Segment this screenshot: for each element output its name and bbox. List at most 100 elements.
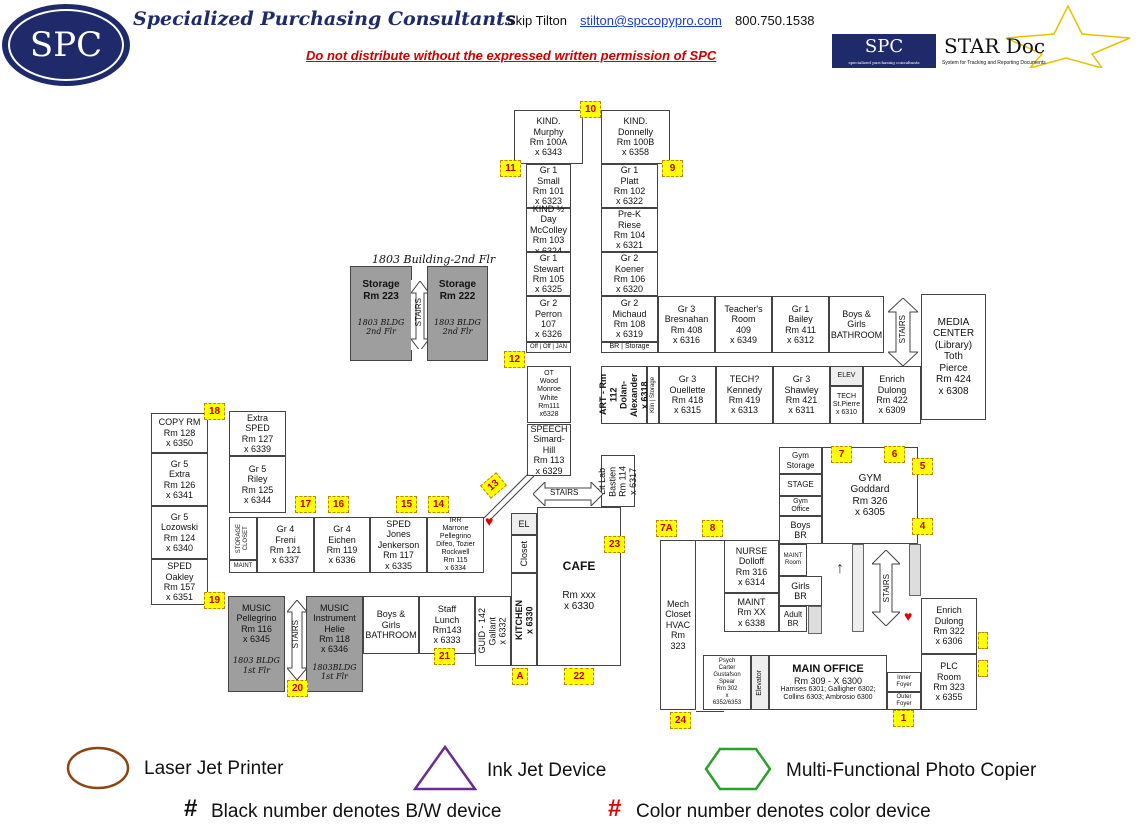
device-tag-1[interactable]: 1	[893, 710, 914, 727]
room-418: Gr 3 Ouellette Rm 418 x 6315	[659, 366, 716, 424]
device-tag-edge-2[interactable]	[978, 660, 988, 677]
legend-inkjet-label: Ink Jet Device	[487, 760, 607, 781]
room-316-nurse: NURSE Dolloff Rm 316 x 6314	[724, 540, 779, 593]
gym-office: Gym Office	[779, 496, 822, 516]
room-323-plc: PLC Room Rm 323 x 6355	[921, 654, 977, 710]
device-tag-10[interactable]: 10	[580, 101, 601, 118]
tech-stpierre: TECH St.Pierre x 6310	[830, 386, 863, 424]
room-115-irr: IRR Marrone Pellegrino Difeo, Tozier Roc…	[427, 517, 484, 573]
stairs-arrow-icon	[411, 281, 429, 349]
gym-326: GYM Goddard Rm 326 x 6305	[822, 447, 918, 544]
room-105: Gr 1 Stewart Rm 105 x 6325	[526, 252, 571, 296]
kiln-storage: Kiln | Storage	[647, 366, 659, 424]
narrow-block-1	[808, 606, 822, 634]
device-tag-5[interactable]: 5	[912, 458, 933, 475]
stairs-label: STAIRS	[414, 298, 423, 327]
inkjet-legend-icon	[412, 744, 478, 791]
girls-br: Girls BR	[779, 576, 822, 606]
device-tag-14[interactable]: 14	[428, 496, 449, 513]
room-322: Enrich Dulong Rm 322 x 6306	[921, 598, 977, 654]
room-114-litlab: Lit Lab Bastien Rm 114 x 6317	[597, 455, 638, 507]
device-tag-18[interactable]: 18	[204, 403, 225, 420]
room-111-ot: OT Wood Monroe White Rm111 x6328	[527, 366, 571, 423]
device-tag-9[interactable]: 9	[662, 160, 683, 177]
outer-foyer: Outer Foyer	[887, 692, 921, 710]
star-doc-logo: SPC specialized purchasing consultants S…	[830, 4, 1138, 68]
room-409: Teacher's Room 409 x 6349	[715, 296, 772, 353]
stairs-arrow-icon	[888, 298, 918, 366]
color-symbol: #	[608, 795, 622, 822]
stairs-1803-2nd	[411, 280, 429, 350]
star-outline-icon	[1005, 4, 1131, 68]
stairs-media	[884, 296, 922, 368]
device-tag-17[interactable]: 17	[295, 496, 316, 513]
room-maint-xx: MAINT Rm XX x 6338	[724, 593, 779, 632]
room-408: Gr 3 Bresnahan Rm 408 x 6316	[658, 296, 715, 353]
room-103: KIND ½ Day McColley Rm 103 x 6324	[526, 204, 571, 256]
narrow-block-3	[909, 544, 921, 596]
media-center: MEDIA CENTER (Library) Toth Pierce Rm 42…	[921, 294, 986, 420]
narrow-block-2	[852, 544, 864, 632]
room-112-art: ART - Rm 112 Dolan-Alexander x 6318	[598, 366, 650, 424]
contact-name: Skip Tilton	[507, 13, 567, 28]
room-107: Gr 2 Perron 107 x 6326	[526, 296, 571, 342]
boys-br-gym: Boys BR	[779, 516, 822, 544]
kitchen: KITCHEN x 6330	[511, 573, 537, 666]
stairs-label: STAIRS	[882, 574, 891, 603]
device-tag-11[interactable]: 11	[500, 160, 521, 177]
spc-logo: SPC	[2, 4, 130, 86]
stage: STAGE	[779, 474, 822, 496]
room-143-staff-lunch: Staff Lunch Rm143 x 6333	[419, 596, 475, 654]
building-label: 1803 Building-2nd Flr	[372, 253, 496, 266]
gym-storage: Gym Storage	[779, 447, 822, 474]
device-tag-16[interactable]: 16	[328, 496, 349, 513]
device-tag-15[interactable]: 15	[396, 496, 417, 513]
stairs-gym	[870, 549, 902, 631]
room-100b: KIND. Donnelly Rm 100B x 6358	[601, 110, 670, 164]
device-tag-19[interactable]: 19	[204, 592, 225, 609]
maint-closet-west: MAINT	[229, 560, 257, 573]
room-102: Gr 1 Platt Rm 102 x 6322	[601, 164, 658, 208]
star-logo-spc: SPC	[864, 36, 904, 57]
room-119: Gr 4 Eichen Rm 119 x 6336	[314, 517, 370, 573]
distribution-warning: Do not distribute without the expressed …	[306, 48, 717, 63]
device-tag-24[interactable]: 24	[670, 712, 691, 729]
contact-email-link[interactable]: stilton@spccopypro.com	[580, 13, 722, 28]
device-tag-a[interactable]: A	[512, 668, 528, 685]
device-tag-12[interactable]: 12	[504, 351, 525, 368]
room-124: Gr 5 Lozowski Rm 124 x 6340	[151, 506, 208, 559]
elevator-400: ELEV	[830, 366, 863, 386]
storage-rm-223: Storage Rm 223 1803 BLDG 2nd Flr	[350, 266, 412, 361]
room-142-guid: GUID - 142 Gallant x 6332	[475, 596, 511, 666]
heart-marker-icon: ♥	[904, 608, 913, 624]
ramp-lines	[484, 473, 534, 520]
device-tag-8[interactable]: 8	[702, 520, 723, 537]
stairs-label: STAIRS	[291, 620, 300, 649]
room-117: SPED Jones Jenkerson Rm 117 x 6335	[370, 517, 427, 573]
bathroom-400: Boys & Girls BATHROOM	[829, 296, 884, 353]
device-tag-20[interactable]: 20	[287, 680, 308, 697]
room-302-psych: Psych Carter Gustafson Spear Rm 302 x 63…	[703, 655, 751, 710]
company-name: Specialized Purchasing Consultants	[133, 8, 516, 30]
room-121: Gr 4 Freni Rm 121 x 6337	[257, 517, 314, 573]
maint-room: MAINT Room	[779, 544, 807, 576]
cafe-closet: Closet	[511, 535, 537, 573]
storage-closet: STORAGE CLOSET	[229, 517, 257, 560]
device-tag-21[interactable]: 21	[434, 648, 455, 665]
mech-closet: Mech Closet HVAC Rm 323	[660, 540, 696, 710]
legend-color-text: Color number denotes color device	[636, 801, 931, 822]
device-tag-22[interactable]: 22	[564, 668, 594, 685]
room-100a: KIND. Murphy Rm 100A x 6343	[514, 110, 583, 164]
room-422: Enrich Dulong Rm 422 x 6309	[863, 366, 921, 424]
star-logo-small: specialized purchasing consultants	[848, 60, 920, 65]
device-tag-edge-1[interactable]	[978, 632, 988, 649]
device-tag-4[interactable]: 4	[912, 518, 933, 535]
device-tag-7a[interactable]: 7A	[656, 520, 677, 537]
bathroom-100: Boys & Girls BATHROOM	[363, 596, 419, 654]
stairs-label: STAIRS	[550, 488, 579, 497]
device-tag-23[interactable]: 23	[604, 536, 625, 553]
device-tag-6[interactable]: 6	[884, 446, 905, 463]
br-storage: BR | Storage	[601, 342, 658, 353]
room-113-speech: SPEECH Simard-Hill Rm 113 x 6329	[527, 424, 571, 476]
device-tag-7[interactable]: 7	[831, 446, 852, 463]
